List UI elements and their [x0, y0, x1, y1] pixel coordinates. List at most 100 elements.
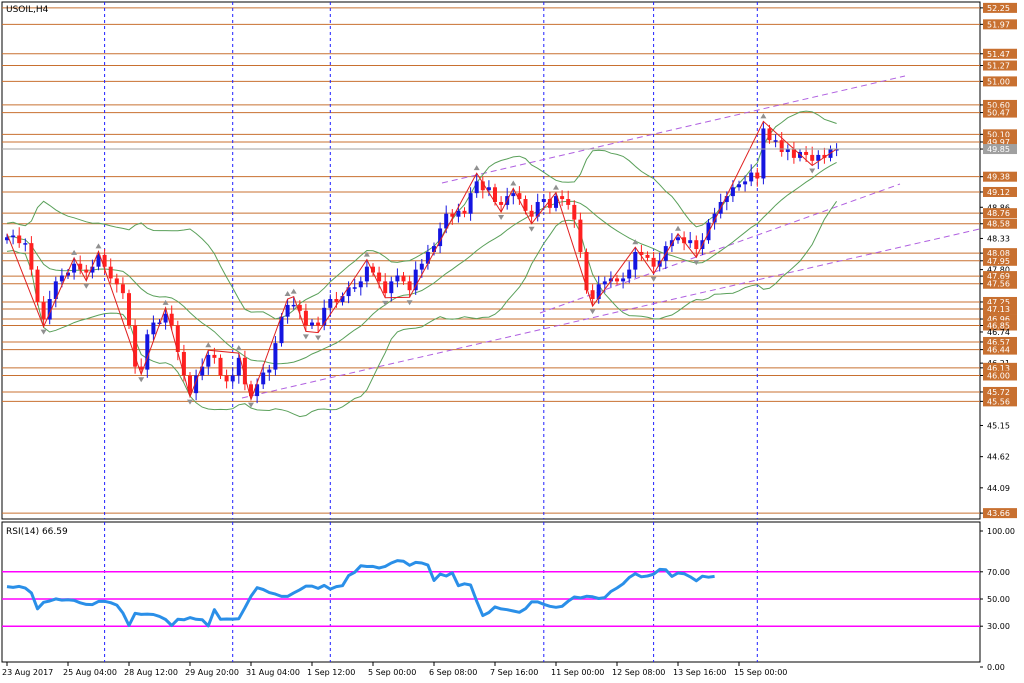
candle-body: [120, 284, 125, 294]
channel-line: [241, 227, 985, 399]
rsi-tick-label: 30.00: [987, 622, 1010, 631]
level-price-box: [983, 186, 1017, 197]
candle-body: [511, 193, 516, 197]
fractal-down-marker: [650, 276, 657, 282]
fractal-up-marker: [760, 113, 767, 119]
rsi-title: RSI(14) 66.59: [6, 527, 68, 537]
candle-body: [181, 351, 186, 376]
candle-body: [255, 384, 260, 397]
candle-body: [596, 284, 601, 300]
rsi-tick-label: 50.00: [987, 595, 1010, 604]
band-lower: [6, 201, 838, 418]
candle-body: [779, 140, 784, 152]
chart-symbol-title: USOIL,H4: [6, 5, 49, 15]
level-price-label: 46.44: [987, 346, 1010, 355]
level-price-label: 47.95: [987, 257, 1010, 266]
time-tick-label: 5 Sep 00:00: [368, 668, 416, 677]
candle-body: [486, 187, 491, 191]
candle-body: [364, 266, 369, 282]
level-price-label: 50.10: [987, 130, 1010, 139]
candle-body: [822, 154, 827, 158]
rsi-tick-label: 100.00: [987, 527, 1015, 536]
candle-body: [352, 287, 357, 289]
candle-body: [194, 375, 199, 394]
candle-body: [541, 199, 546, 202]
level-price-label: 50.47: [987, 109, 1010, 118]
level-price-box: [983, 336, 1017, 347]
fractal-up-marker: [473, 165, 480, 171]
candle-body: [413, 269, 418, 291]
candle-body: [242, 357, 247, 385]
level-price-box: [983, 171, 1017, 182]
level-price-box: [983, 208, 1017, 219]
level-price-box: [983, 370, 1017, 381]
price-tick-label: 45.15: [987, 421, 1010, 430]
candle-body: [761, 128, 766, 179]
level-price-box: [983, 344, 1017, 355]
candle-body: [401, 275, 406, 282]
current-price-box: [983, 144, 1017, 155]
candle-body: [578, 219, 583, 252]
candle-body: [456, 210, 461, 217]
candle-body: [706, 222, 711, 241]
candle-body: [346, 287, 351, 297]
candle-body: [334, 299, 339, 302]
candle-body: [810, 154, 815, 161]
candle-body: [676, 237, 680, 241]
candle-body: [737, 184, 741, 188]
rsi-axis: 100.00 70.00 50.00 30.00 0.00: [980, 527, 1015, 672]
price-tick-label: 47.80: [987, 266, 1010, 275]
candle-body: [236, 357, 241, 376]
fractal-down-marker: [83, 283, 90, 289]
candle-body: [694, 240, 699, 250]
candle-body: [108, 266, 113, 279]
candle-body: [200, 366, 205, 376]
level-price-box: [983, 304, 1017, 315]
time-tick-label: 12 Sep 08:00: [612, 668, 665, 677]
candle-body: [468, 193, 473, 214]
candle-body: [804, 151, 809, 155]
level-price-box: [983, 60, 1017, 71]
time-tick-label: 13 Sep 16:00: [673, 668, 726, 677]
candle-body: [102, 254, 107, 267]
time-tick-label: 1 Sep 12:00: [307, 668, 355, 677]
candle-body: [371, 266, 375, 273]
fractal-up-marker: [205, 342, 212, 348]
candle-body: [291, 304, 296, 307]
candle-body: [303, 310, 308, 326]
candle-body: [322, 307, 327, 326]
candle-body: [480, 181, 485, 191]
candle-body: [316, 322, 321, 326]
candle-body: [791, 149, 796, 158]
candle-body: [261, 372, 266, 385]
rsi-indicator: [2, 559, 980, 628]
candle-body: [425, 251, 430, 264]
level-price-label: 49.97: [987, 138, 1010, 147]
candle-body: [230, 375, 235, 382]
time-tick-label: 6 Sep 08:00: [429, 668, 477, 677]
fractal-up-marker: [675, 225, 681, 231]
candle-body: [212, 354, 217, 358]
level-price-label: 50.60: [987, 101, 1010, 110]
level-price-box: [983, 255, 1017, 266]
level-price-box: [983, 396, 1017, 407]
fractal-up-marker: [510, 180, 517, 186]
level-price-box: [983, 129, 1017, 140]
candle-body: [572, 204, 577, 220]
level-price-label: 46.96: [987, 315, 1010, 324]
time-tick-label: 23 Aug 2017: [2, 668, 53, 677]
level-price-label: 48.58: [987, 220, 1010, 229]
candle-body: [785, 149, 790, 152]
fractal-up-marker: [632, 239, 639, 245]
fractal-up-marker: [363, 251, 370, 257]
candle-body: [493, 187, 497, 202]
candle-body: [444, 213, 449, 229]
candle-body: [743, 181, 748, 185]
fractal-down-marker: [589, 309, 596, 315]
price-tick-label: 46.74: [987, 328, 1010, 337]
candle-body: [755, 172, 760, 179]
candle-body: [297, 304, 302, 311]
candle-body: [535, 201, 540, 217]
candle-body: [432, 246, 436, 252]
